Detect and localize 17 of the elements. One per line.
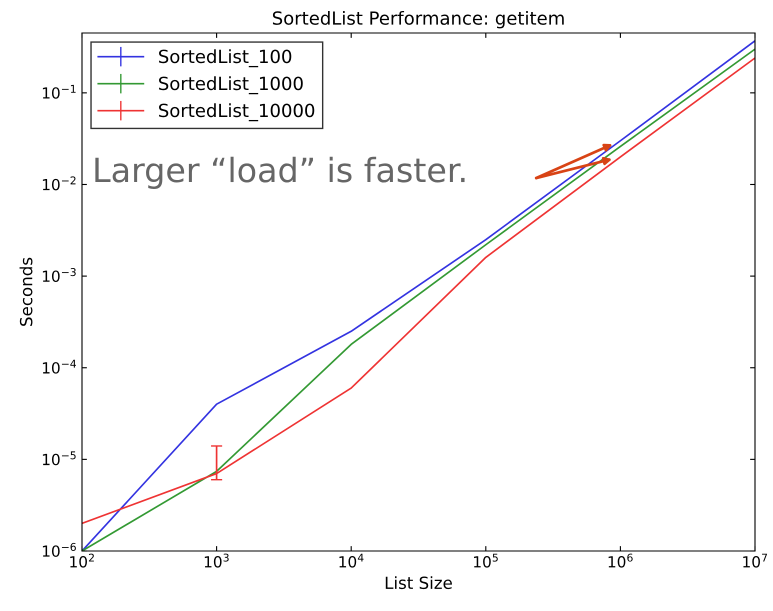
y-tick-label: 10$^{−1}$ xyxy=(42,84,76,99)
y-tick-label: 10$^{−3}$ xyxy=(42,268,76,282)
legend-label: SortedList_10000 xyxy=(159,103,314,122)
x-tick-label: 10$^{7}$ xyxy=(743,554,768,568)
y-tick-label: 10$^{−4}$ xyxy=(42,360,76,374)
x-tick-label: 10$^{3}$ xyxy=(204,554,229,568)
y-tick-label: 10$^{−5}$ xyxy=(42,451,76,466)
legend-label: SortedList_1000 xyxy=(159,76,303,94)
y-axis-title: Seconds xyxy=(20,258,32,326)
x-tick-label: 10$^{4}$ xyxy=(339,554,364,568)
x-axis-title: List Size xyxy=(386,576,452,590)
legend-label: SortedList_100 xyxy=(159,49,292,68)
x-tick-label: 10$^{5}$ xyxy=(474,554,498,568)
chart-title: SortedList Performance: getitem xyxy=(272,10,564,28)
x-tick-label: 10$^{6}$ xyxy=(608,554,633,568)
y-tick-label: 10$^{−2}$ xyxy=(42,176,76,190)
annotation: Larger “load” is faster. xyxy=(95,156,465,189)
